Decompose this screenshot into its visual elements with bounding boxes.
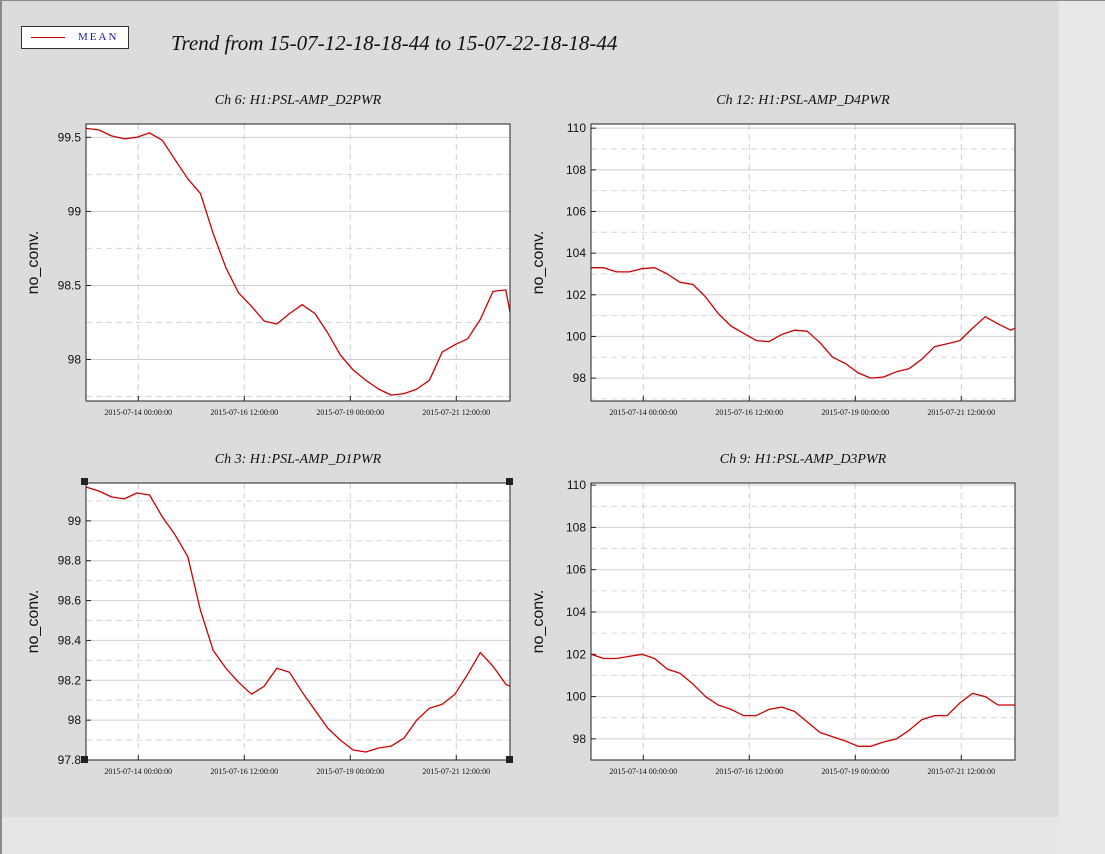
chart-1-y-axis-label: no_conv. (25, 231, 42, 295)
chart-1-x-tick-label: 2015-07-19 00:00:00 (316, 408, 384, 417)
chart-2-series-mean-line (591, 267, 1016, 379)
chart-1-plot-area (85, 123, 511, 402)
chart-2-x-tick-label: 2015-07-14 00:00:00 (609, 408, 677, 417)
chart-1-series-mean-line (85, 127, 511, 396)
chart-4-y-tick-label: 102 (566, 647, 586, 661)
chart-4-y-tick-label: 98 (573, 732, 587, 746)
chart-2-y-tick-label: 100 (566, 329, 586, 343)
chart-4-x-tick-label: 2015-07-19 00:00:00 (821, 767, 889, 776)
chart-3-y-tick-label: 99 (68, 514, 82, 528)
chart-1-y-tick-label: 98.5 (58, 278, 82, 292)
selection-handle-bottom-left[interactable] (81, 756, 88, 763)
legend-mean-label: MEAN (78, 31, 119, 43)
chart-4-y-tick-label: 106 (566, 563, 586, 577)
legend-box[interactable]: MEAN (21, 26, 129, 49)
chart-3-y-tick-label: 98.6 (58, 594, 82, 608)
chart-4-series-mean-line (590, 653, 1015, 747)
chart-3-y-tick-label: 98 (68, 713, 82, 727)
legend-mean-line (31, 37, 65, 38)
chart-3-frame (85, 482, 511, 761)
chart-4-frame (590, 482, 1016, 761)
selection-handle-top-right[interactable] (506, 478, 513, 485)
chart-4-y-tick-label: 100 (566, 690, 586, 704)
chart-2-y-tick-label: 110 (567, 121, 586, 135)
chart-2-y-tick-label: 104 (566, 246, 586, 260)
chart-4-y-tick-label: 108 (566, 520, 586, 534)
chart-3-x-tick-label: 2015-07-16 12:00:00 (210, 767, 278, 776)
chart-1-y-tick-label: 98 (68, 353, 82, 367)
chart-4-title: Ch 9: H1:PSL-AMP_D3PWR (720, 452, 887, 467)
chart-2-y-tick-label: 108 (566, 163, 586, 177)
chart-4-y-tick-label: 104 (566, 605, 586, 619)
chart-3-x-tick-label: 2015-07-21 12:00:00 (422, 767, 490, 776)
chart-1-x-tick-label: 2015-07-14 00:00:00 (104, 408, 172, 417)
chart-3-y-axis-label: no_conv. (25, 590, 42, 654)
chart-1-x-tick-label: 2015-07-16 12:00:00 (210, 408, 278, 417)
chart-2-y-tick-label: 98 (573, 371, 587, 385)
chart-4-x-tick-label: 2015-07-16 12:00:00 (715, 767, 783, 776)
chart-2-title: Ch 12: H1:PSL-AMP_D4PWR (716, 93, 890, 108)
window-left-border (0, 0, 2, 854)
chart-3-title: Ch 3: H1:PSL-AMP_D1PWR (215, 452, 382, 467)
chart-2-y-axis-label: no_conv. (530, 231, 547, 295)
chart-3-x-tick-label: 2015-07-14 00:00:00 (104, 767, 172, 776)
chart-2-y-tick-label: 102 (566, 288, 586, 302)
chart-4-y-tick-label: 110 (567, 478, 586, 492)
main-title: Trend from 15-07-12-18-18-44 to 15-07-22… (171, 31, 618, 55)
chart-1-y-tick-label: 99.5 (58, 130, 82, 144)
chart-3-x-tick-label: 2015-07-19 00:00:00 (316, 767, 384, 776)
chart-1-x-tick-label: 2015-07-21 12:00:00 (422, 408, 490, 417)
chart-2-x-tick-label: 2015-07-21 12:00:00 (927, 408, 995, 417)
chart-4-x-tick-label: 2015-07-21 12:00:00 (927, 767, 995, 776)
chart-2-y-tick-label: 106 (566, 204, 586, 218)
chart-3-plot-area (85, 482, 511, 761)
selection-handle-top-left[interactable] (81, 478, 88, 485)
chart-3-y-tick-label: 98.4 (58, 633, 82, 647)
right-margin (1059, 1, 1105, 854)
chart-2-x-tick-label: 2015-07-19 00:00:00 (821, 408, 889, 417)
chart-1-title: Ch 6: H1:PSL-AMP_D2PWR (215, 93, 382, 108)
chart-3-y-tick-label: 98.8 (58, 554, 82, 568)
chart-3-series-mean-line (85, 486, 511, 753)
window-top-border (0, 0, 1105, 1)
chart-4-plot-area (590, 482, 1016, 761)
chart-2-plot-area (590, 123, 1016, 402)
selection-handle-bottom-right[interactable] (506, 756, 513, 763)
chart-4-y-axis-label: no_conv. (530, 590, 547, 654)
chart-1-frame (85, 123, 511, 402)
chart-3-y-tick-label: 97.8 (58, 753, 82, 767)
chart-3-y-tick-label: 98.2 (58, 673, 82, 687)
chart-4-x-tick-label: 2015-07-14 00:00:00 (609, 767, 677, 776)
chart-2-frame (590, 123, 1016, 402)
chart-2-x-tick-label: 2015-07-16 12:00:00 (715, 408, 783, 417)
chart-1-y-tick-label: 99 (68, 204, 82, 218)
